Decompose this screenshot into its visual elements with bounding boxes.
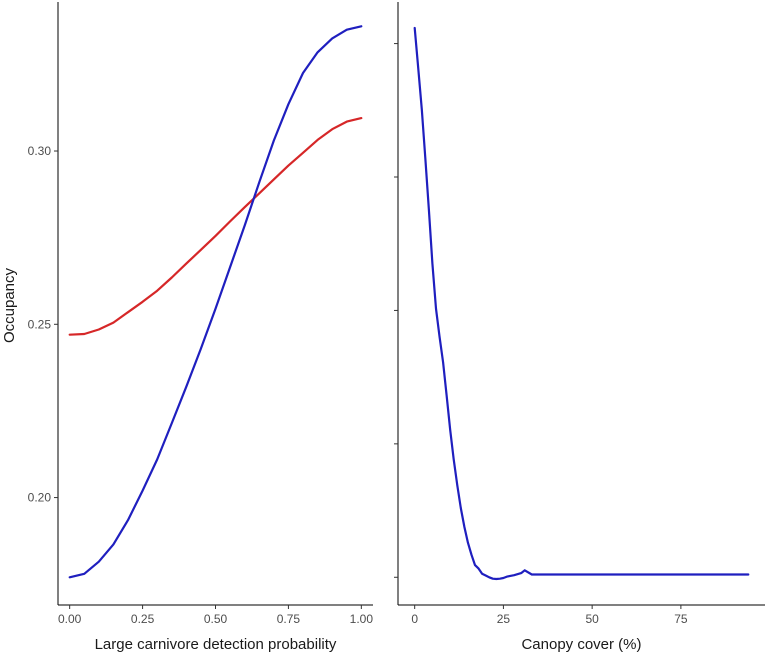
x-tick-label: 25 (497, 612, 511, 626)
right-panel: 0 25 50 75 Canopy cover (%) (394, 2, 765, 653)
left-panel: 0.00 0.25 0.50 0.75 1.00 0.20 0.25 0.30 Large ca… (1, 2, 373, 653)
x-tick-label: 0.75 (277, 612, 301, 626)
x-axis-title: Large carnivore detection probability (95, 636, 337, 653)
y-tick-label: 0.25 (28, 317, 52, 331)
x-axis-title: Canopy cover (%) (521, 636, 641, 653)
series-line-1 (413, 26, 750, 581)
x-tick-label: 0 (411, 612, 418, 626)
x-tick-label: 0.00 (58, 612, 82, 626)
x-tick-label: 0.50 (204, 612, 228, 626)
y-tick-label: 0.20 (28, 491, 52, 505)
x-tick-label: 75 (674, 612, 688, 626)
x-tick-label: 1.00 (350, 612, 374, 626)
y-tick-label: 0.30 (28, 144, 52, 158)
x-tick-label: 50 (585, 612, 599, 626)
y-axis-title: Occupancy (1, 267, 18, 343)
series-line-2 (68, 25, 363, 579)
series-line-1 (68, 117, 363, 336)
x-tick-label: 0.25 (131, 612, 155, 626)
